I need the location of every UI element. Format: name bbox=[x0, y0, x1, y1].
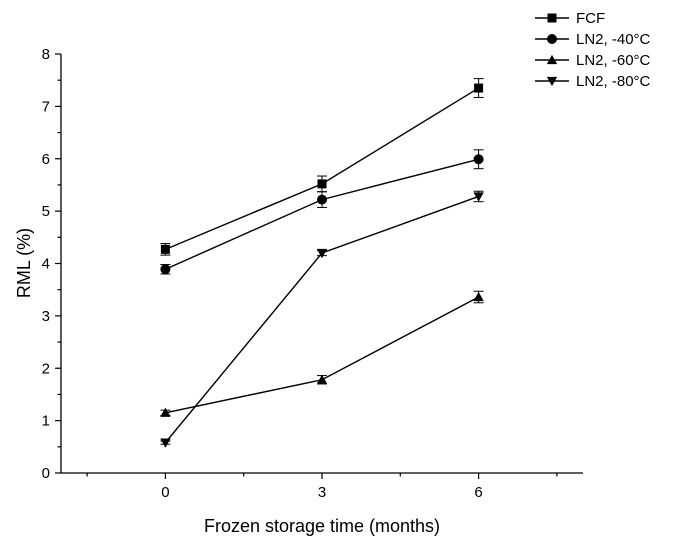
y-tick-label: 4 bbox=[42, 256, 50, 273]
x-tick-label: 0 bbox=[161, 484, 169, 501]
x-tick-label: 6 bbox=[474, 484, 482, 501]
series-0 bbox=[160, 78, 484, 256]
data-point bbox=[160, 407, 171, 417]
series-1 bbox=[160, 149, 484, 275]
x-axis-title: Frozen storage time (months) bbox=[204, 516, 440, 536]
legend-marker bbox=[547, 34, 557, 44]
data-point bbox=[473, 192, 484, 202]
y-tick-label: 3 bbox=[42, 308, 50, 325]
series-3 bbox=[160, 190, 484, 448]
legend-marker bbox=[546, 54, 558, 65]
series-line bbox=[164, 195, 479, 444]
legend-item-2: LN2, -60°C bbox=[535, 52, 651, 69]
legend-marker bbox=[547, 13, 557, 23]
y-axis: 0 1 2 3 4 5 6 7 8 bbox=[42, 46, 61, 482]
series-2 bbox=[160, 290, 484, 417]
legend-item-3: LN2, -80°C bbox=[535, 73, 651, 90]
y-tick-label: 8 bbox=[42, 46, 50, 63]
data-point bbox=[160, 264, 171, 275]
series-layer bbox=[160, 78, 484, 448]
plot-area bbox=[60, 54, 583, 474]
data-point bbox=[316, 248, 328, 259]
legend-label: LN2, -40°C bbox=[576, 31, 651, 48]
series-line bbox=[165, 87, 479, 251]
legend-label: LN2, -60°C bbox=[576, 52, 651, 69]
legend-item-1: LN2, -40°C bbox=[535, 31, 651, 48]
data-point bbox=[160, 438, 171, 448]
y-tick-label: 7 bbox=[42, 98, 50, 115]
y-axis-title: RML (%) bbox=[14, 228, 34, 298]
data-point bbox=[473, 154, 484, 165]
legend-label: LN2, -80°C bbox=[576, 73, 651, 90]
data-point bbox=[317, 194, 327, 205]
data-point bbox=[160, 244, 170, 254]
y-tick-label: 1 bbox=[42, 413, 50, 430]
y-tick-label: 2 bbox=[42, 360, 50, 377]
legend: FCF LN2, -40°C LN2, -60°C LN2, -80°C bbox=[535, 10, 651, 90]
x-axis: 0 3 6 bbox=[86, 473, 558, 501]
series-line bbox=[165, 296, 479, 414]
y-tick-label: 6 bbox=[42, 151, 50, 168]
data-point bbox=[316, 374, 328, 384]
data-point bbox=[474, 83, 484, 93]
legend-label: FCF bbox=[576, 10, 605, 27]
y-tick-label: 5 bbox=[42, 203, 50, 220]
legend-item-0: FCF bbox=[535, 10, 605, 27]
x-tick-label: 3 bbox=[318, 484, 326, 501]
data-point bbox=[317, 179, 327, 189]
data-point bbox=[473, 291, 484, 302]
legend-marker bbox=[546, 76, 558, 87]
y-tick-label: 0 bbox=[42, 465, 50, 482]
